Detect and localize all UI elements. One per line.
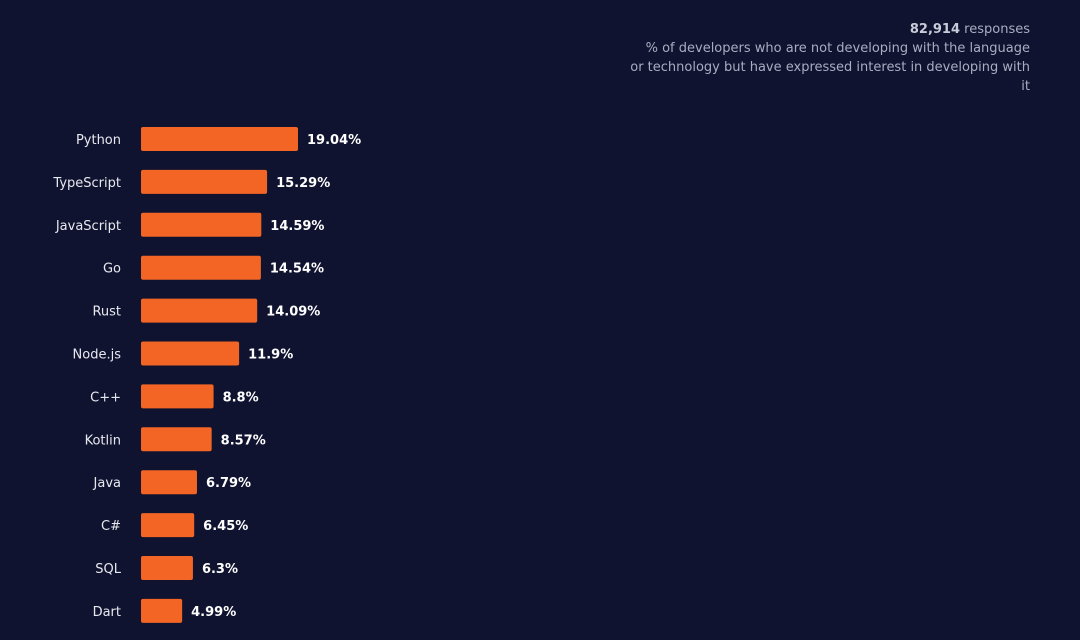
- bar: [141, 556, 193, 580]
- value-label: 14.54%: [270, 262, 324, 277]
- value-label: 11.9%: [248, 348, 293, 363]
- value-label: 15.29%: [276, 176, 330, 191]
- responses-word: responses: [964, 22, 1030, 37]
- category-label: Go: [103, 262, 121, 277]
- value-label: 14.09%: [266, 305, 320, 320]
- bar: [141, 384, 214, 409]
- bar: [141, 127, 298, 151]
- responses-count: 82,914: [909, 22, 961, 37]
- bar: [141, 427, 212, 452]
- bar: [141, 212, 262, 237]
- category-label: JavaScript: [55, 219, 121, 234]
- category-label: C++: [90, 390, 121, 405]
- bar: [141, 341, 240, 366]
- bar: [141, 513, 195, 538]
- category-label: Dart: [93, 605, 121, 620]
- responses-line: 82,914 responses: [630, 20, 1030, 39]
- value-label: 14.59%: [270, 219, 324, 234]
- category-label: Python: [76, 133, 121, 148]
- value-label: 6.45%: [203, 519, 248, 534]
- bar: [141, 255, 261, 280]
- bar: [141, 169, 268, 194]
- bar: [141, 470, 197, 495]
- category-label: TypeScript: [52, 176, 121, 191]
- value-label: 6.3%: [202, 562, 238, 577]
- bar: [141, 298, 258, 323]
- category-label: Rust: [92, 305, 121, 320]
- value-label: 8.57%: [221, 433, 266, 448]
- value-label: 4.99%: [191, 605, 236, 620]
- chart-info: 82,914 responses % of developers who are…: [630, 20, 1030, 96]
- category-label: Node.js: [73, 348, 122, 363]
- bar: [141, 598, 183, 623]
- value-label: 8.8%: [223, 390, 259, 405]
- category-label: Kotlin: [85, 433, 121, 448]
- category-label: Java: [93, 476, 121, 491]
- category-label: C#: [101, 519, 121, 534]
- value-label: 19.04%: [307, 133, 361, 148]
- value-label: 6.79%: [206, 476, 251, 491]
- chart-description: % of developers who are not developing w…: [630, 41, 1030, 94]
- category-label: SQL: [95, 562, 121, 577]
